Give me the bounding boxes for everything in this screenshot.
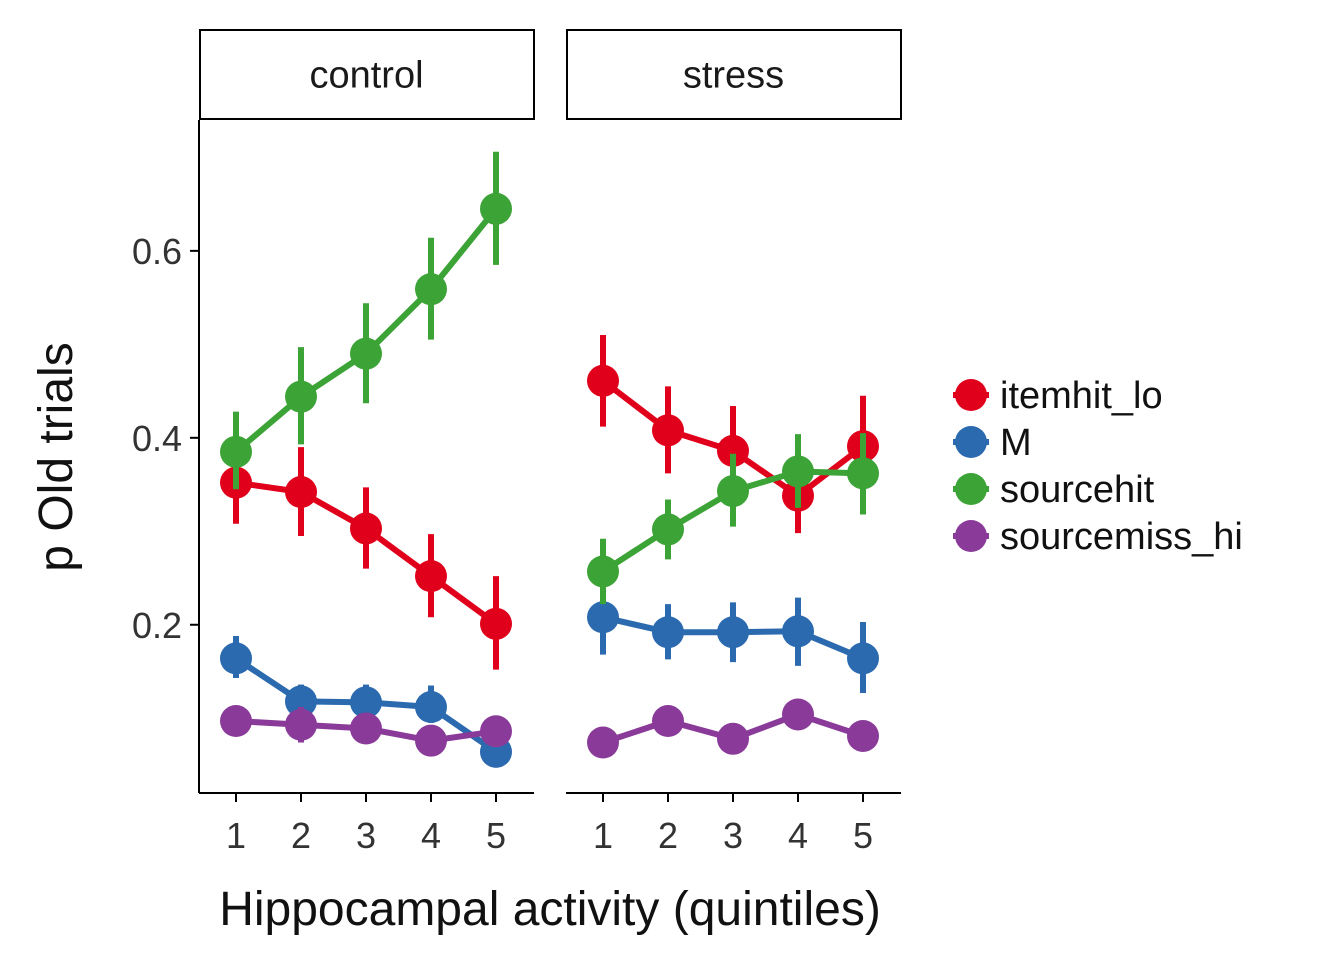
y-tick-label: 0.4 (132, 418, 182, 459)
data-point (847, 719, 879, 752)
series-M (220, 635, 512, 768)
x-tick-label: 5 (486, 815, 506, 856)
x-tick-label: 2 (291, 815, 311, 856)
data-point (285, 476, 317, 509)
data-point (717, 722, 749, 755)
legend-item-itemhit_lo: itemhit_lo (953, 375, 1163, 417)
legend-item-sourcemiss_hi: sourcemiss_hi (953, 516, 1243, 558)
data-point (782, 698, 814, 731)
data-point (350, 337, 382, 370)
x-tick-label: 2 (658, 815, 678, 856)
data-point (480, 715, 512, 748)
data-point (587, 555, 619, 588)
data-point (415, 724, 447, 757)
data-point (717, 475, 749, 508)
series-sourcehit (587, 433, 879, 605)
facet-strip (566, 29, 902, 120)
legend-key-point (955, 426, 987, 458)
data-point (652, 616, 684, 649)
x-tick-label: 4 (421, 815, 441, 856)
facet-strip (199, 29, 535, 120)
panels-layer: control 1 2 3 4 5 stress 1 2 3 4 5 (199, 29, 902, 856)
x-tick-label: 4 (788, 815, 808, 856)
data-point (782, 615, 814, 648)
y-axis: 0.2 0.4 0.6 (132, 120, 200, 793)
data-point (285, 708, 317, 741)
data-point (285, 380, 317, 413)
legend-key-point (955, 379, 987, 411)
data-point (587, 601, 619, 634)
legend-label: sourcemiss_hi (1000, 516, 1243, 558)
x-axis-title: Hippocampal activity (quintiles) (219, 883, 881, 936)
data-point (285, 685, 317, 718)
data-point (415, 560, 447, 593)
data-point (847, 642, 879, 675)
series-sourcehit (220, 151, 512, 490)
data-point (717, 616, 749, 649)
data-point (480, 607, 512, 640)
legend-label: itemhit_lo (1000, 375, 1163, 417)
data-point (587, 364, 619, 397)
data-point (480, 192, 512, 225)
legend-item-sourcehit: sourcehit (953, 469, 1155, 511)
facet-label: stress (683, 55, 784, 97)
data-point (652, 513, 684, 546)
legend-item-M: M (953, 422, 1032, 464)
legend-label: M (1000, 422, 1032, 464)
data-point (717, 434, 749, 467)
panel-stress: stress 1 2 3 4 5 (566, 29, 902, 856)
y-axis-title: p Old trials (30, 342, 83, 571)
y-tick-label: 0.2 (132, 605, 182, 646)
panel-control: control 1 2 3 4 5 (199, 29, 535, 856)
data-point (782, 455, 814, 488)
data-point (415, 691, 447, 724)
data-point (587, 726, 619, 759)
legend-key-point (955, 520, 987, 552)
data-point (220, 705, 252, 738)
data-point (220, 435, 252, 468)
legend-key-point (955, 473, 987, 505)
series-sourcemiss_hi (220, 705, 512, 757)
facet-label: control (309, 55, 423, 97)
data-point (652, 414, 684, 447)
x-tick-label: 1 (593, 815, 613, 856)
series-M (587, 582, 879, 693)
data-point (652, 705, 684, 738)
y-tick-label: 0.6 (132, 231, 182, 272)
data-point (220, 642, 252, 675)
x-tick-label: 1 (226, 815, 246, 856)
data-point (350, 686, 382, 719)
x-tick-label: 5 (853, 815, 873, 856)
x-tick-label: 3 (356, 815, 376, 856)
data-point (350, 712, 382, 745)
series-itemhit_lo (220, 442, 512, 670)
x-tick-label: 3 (723, 815, 743, 856)
data-point (415, 273, 447, 306)
legend-label: sourcehit (1000, 469, 1155, 511)
data-point (350, 512, 382, 545)
data-point (847, 457, 879, 490)
series-sourcemiss_hi (587, 698, 879, 759)
